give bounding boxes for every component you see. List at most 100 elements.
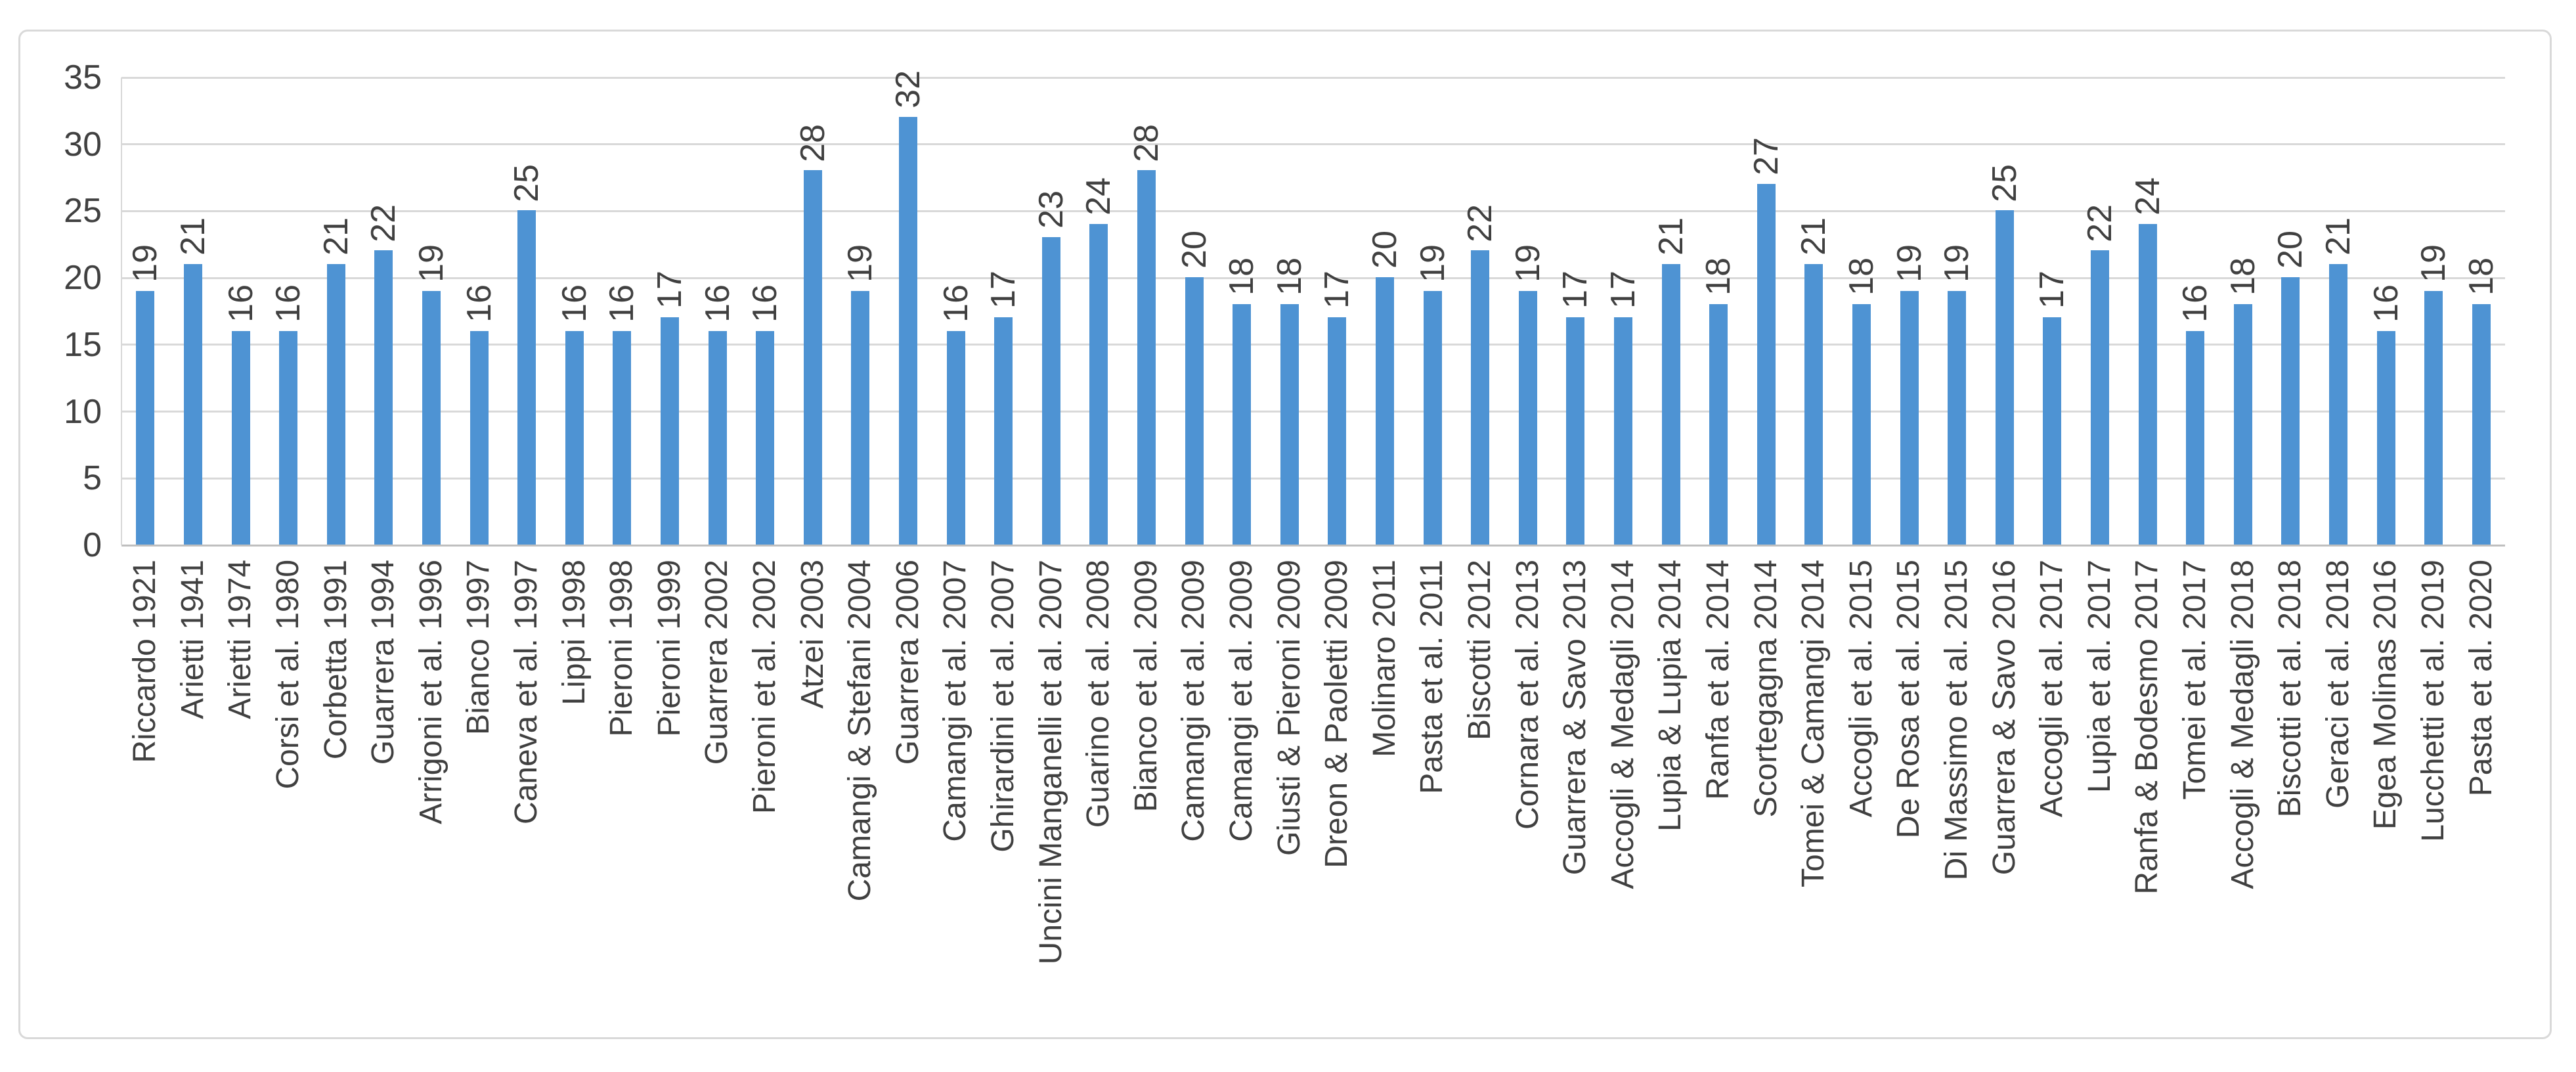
gridline <box>121 477 2505 480</box>
bar-value-label: 28 <box>793 123 832 162</box>
x-category-label: Arietti 1941 <box>175 560 210 719</box>
x-category-label: Bianco 1997 <box>461 560 496 735</box>
x-category-slot: Pieroni et al. 2002 <box>741 560 789 1034</box>
bar <box>326 263 345 545</box>
bar <box>2043 317 2062 545</box>
bar <box>1137 170 1156 545</box>
bar <box>994 317 1013 545</box>
x-category-label: Guarrera & Savo 2016 <box>1986 560 2022 876</box>
x-category-label: Ranfa & Bodesmo 2017 <box>2129 560 2165 895</box>
bar <box>1471 250 1490 545</box>
bar-value-label: 16 <box>603 284 642 323</box>
bar <box>1280 303 1299 545</box>
bar <box>1709 303 1728 545</box>
bar <box>1900 290 1919 545</box>
x-category-label: Cornara et al. 2013 <box>1510 560 1545 830</box>
x-category-slot: Arietti 1941 <box>169 560 217 1034</box>
x-category-label: Ghirardini et al. 2007 <box>986 560 1021 853</box>
bar-value-label: 21 <box>2319 217 2357 256</box>
x-category-label: Giusti & Pieroni 2009 <box>1271 560 1307 856</box>
bar-value-label: 18 <box>2223 257 2262 296</box>
x-category-slot: Guarrera 1994 <box>360 560 408 1034</box>
x-category-slot: Tomei & Camangi 2014 <box>1790 560 1838 1034</box>
x-category-label: Atzei 2003 <box>795 560 830 709</box>
bar-value-label: 21 <box>317 217 355 256</box>
bar-value-label: 20 <box>2271 231 2310 269</box>
bar-value-label: 17 <box>1318 271 1357 309</box>
bar-value-label: 27 <box>1747 137 1785 175</box>
x-category-slot: Bianco 1997 <box>455 560 503 1034</box>
x-category-slot: Guarrera 2002 <box>693 560 741 1034</box>
x-category-label: Geraci et al. 2018 <box>2320 560 2355 809</box>
y-tick-label: 20 <box>64 259 102 298</box>
x-category-slot: Dreon & Paoletti 2009 <box>1313 560 1361 1034</box>
bar <box>1041 237 1060 545</box>
bar-value-label: 19 <box>126 244 165 282</box>
y-tick-label: 10 <box>64 392 102 431</box>
bar <box>2138 223 2157 545</box>
bar <box>756 330 775 545</box>
x-category-slot: Caneva et al. 1997 <box>503 560 551 1034</box>
bar-value-label: 16 <box>698 284 737 323</box>
chart-frame: 0 5 10 15 20 25 30 35 19 21 16 16 21 22 19 16 25 16 16 17 1… <box>18 30 2552 1039</box>
x-category-slot: Pieroni 1999 <box>646 560 694 1034</box>
x-category-label: Arietti 1974 <box>223 560 258 719</box>
x-category-label: Lucchetti et al. 2019 <box>2416 560 2451 842</box>
x-category-slot: Ranfa et al. 2014 <box>1695 560 1743 1034</box>
bar <box>1328 317 1347 545</box>
bar-value-label: 25 <box>508 164 546 202</box>
gridline <box>121 344 2505 346</box>
x-category-label: Lupia et al. 2017 <box>2082 560 2117 793</box>
bar <box>1995 210 2014 545</box>
bar <box>613 330 632 545</box>
x-category-slot: Guarino et al. 2008 <box>1075 560 1123 1034</box>
bar-value-label: 20 <box>1175 231 1213 269</box>
bar-value-label: 16 <box>221 284 260 323</box>
bar-value-label: 19 <box>841 244 880 282</box>
bar <box>1089 223 1108 545</box>
x-category-label: Pieroni 1998 <box>604 560 640 737</box>
x-category-slot: Ranfa & Bodesmo 2017 <box>2124 560 2172 1034</box>
bar-value-label: 17 <box>984 271 1023 309</box>
gridline <box>121 277 2505 279</box>
bar <box>946 330 965 545</box>
x-category-slot: Egea Molinas 2016 <box>2362 560 2410 1034</box>
bar-value-label: 19 <box>1413 244 1452 282</box>
x-category-slot: Lippi 1998 <box>550 560 598 1034</box>
x-category-slot: Arietti 1974 <box>217 560 265 1034</box>
x-category-slot: Ghirardini et al. 2007 <box>980 560 1028 1034</box>
bar <box>1613 317 1632 545</box>
bar <box>136 290 155 545</box>
y-axis-line <box>121 78 122 545</box>
y-tick-label: 5 <box>83 459 102 498</box>
x-category-label: Riccardo 1921 <box>127 560 163 763</box>
x-category-slot: Lupia & Lupia 2014 <box>1647 560 1695 1034</box>
x-category-slot: Bianco et al. 2009 <box>1123 560 1171 1034</box>
x-category-label: Pasta et al. 2011 <box>1414 560 1450 794</box>
x-category-slot: Di Massimo et al. 2015 <box>1933 560 1981 1034</box>
bar <box>1233 303 1252 545</box>
y-tick-label: 0 <box>83 526 102 564</box>
bar <box>279 330 298 545</box>
bar <box>1518 290 1537 545</box>
x-category-slot: Scortegagna 2014 <box>1742 560 1790 1034</box>
x-category-slot: Guarrera 2006 <box>884 560 932 1034</box>
bar <box>2233 303 2252 545</box>
x-category-slot: Riccardo 1921 <box>121 560 169 1034</box>
bar <box>1948 290 1967 545</box>
x-category-label: Camangi et al. 2009 <box>1224 560 1259 842</box>
bar <box>374 250 393 545</box>
bar-value-label: 21 <box>173 217 212 256</box>
bar-value-label: 32 <box>888 70 927 109</box>
x-category-label: Guarino et al. 2008 <box>1081 560 1116 828</box>
bar-value-label: 18 <box>1223 257 1261 296</box>
bar-value-label: 17 <box>1604 271 1642 309</box>
x-category-slot: Camangi et al. 2007 <box>932 560 980 1034</box>
x-category-label: Corsi et al. 1980 <box>271 560 306 790</box>
x-axis-baseline <box>121 544 2505 547</box>
x-category-slot: Arrigoni et al. 1996 <box>408 560 456 1034</box>
x-category-label: Bianco et al. 2009 <box>1128 560 1164 813</box>
x-category-label: Camangi & Stefani 2004 <box>842 560 878 902</box>
x-category-label: Scortegagna 2014 <box>1748 560 1783 818</box>
